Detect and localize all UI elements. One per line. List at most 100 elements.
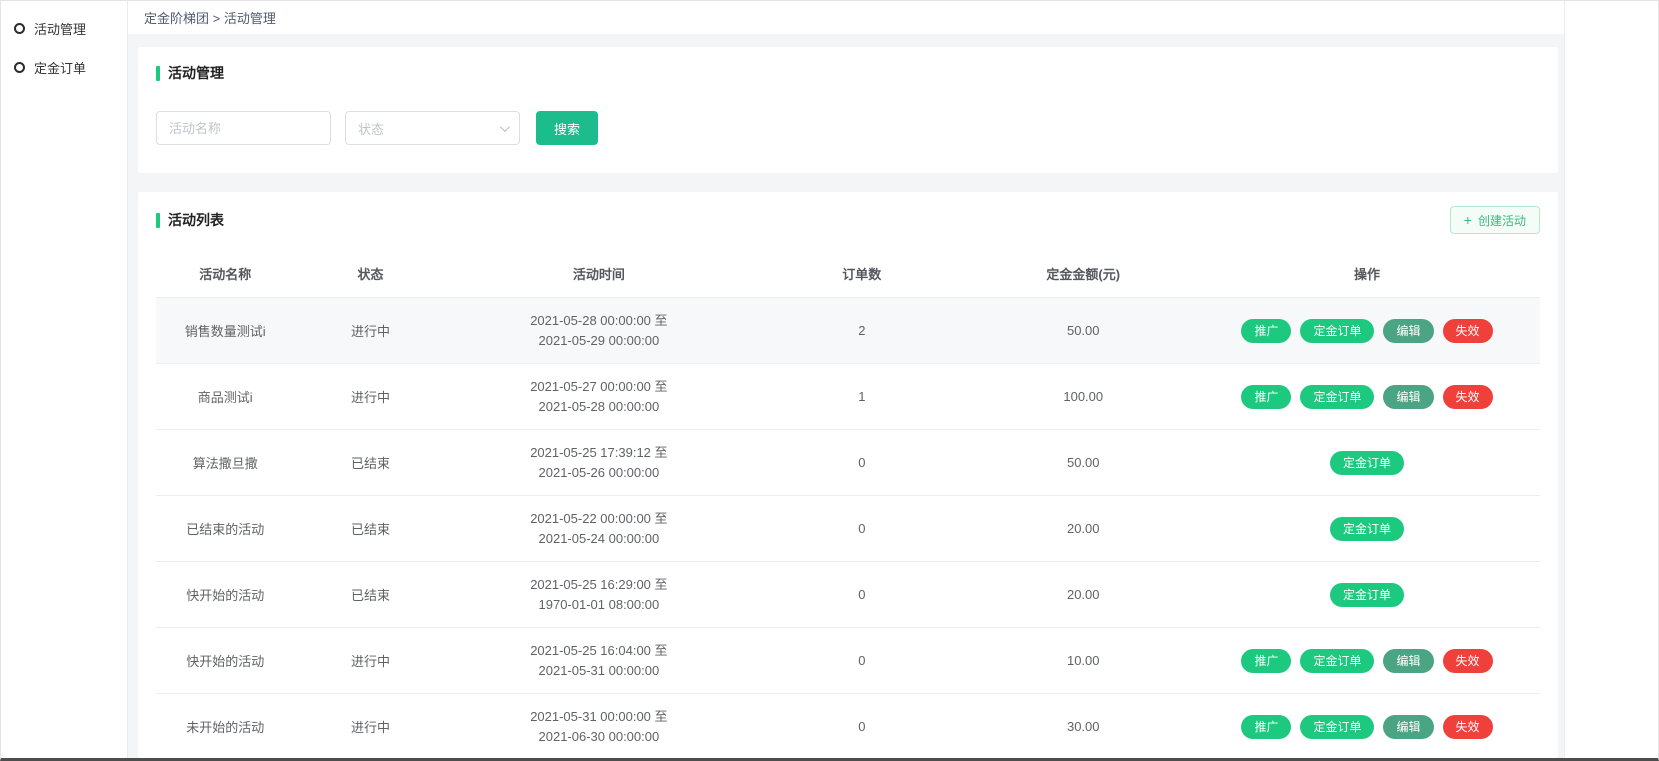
activity-time-end: 2021-05-24 00:00:00	[538, 530, 660, 546]
status-select-placeholder: 状态	[358, 121, 385, 137]
status-select[interactable]: 状态	[345, 111, 520, 145]
activity-status-cell: 进行中	[294, 363, 447, 430]
actions-cell: 推广 定金订单 编辑 失效	[1193, 297, 1540, 364]
edit-button[interactable]: 编辑	[1383, 318, 1434, 343]
order-count-cell: 0	[751, 561, 973, 628]
order-count-cell: 0	[751, 693, 973, 758]
actions-group: 定金订单	[1198, 516, 1536, 541]
deposit-order-button[interactable]: 定金订单	[1300, 318, 1375, 343]
chevron-down-icon	[499, 121, 510, 132]
table-row: 算法撒旦撒 已结束 2021-05-25 17:39:12 至 2021-05-…	[156, 429, 1540, 496]
actions-group: 推广 定金订单 编辑 失效	[1198, 714, 1536, 739]
sidebar: 活动管理 定金订单	[1, 1, 128, 758]
sidebar-item-label: 定金订单	[34, 61, 87, 76]
activity-time-end: 2021-05-29 00:00:00	[538, 332, 660, 348]
sidebar-item-label: 活动管理	[34, 22, 87, 37]
activity-name-cell: 销售数量测试i	[156, 297, 295, 364]
activity-status-cell: 进行中	[294, 693, 447, 758]
promote-button[interactable]: 推广	[1241, 648, 1292, 673]
sidebar-item-activity-management[interactable]: 活动管理	[1, 9, 127, 48]
list-panel-title: 活动列表	[156, 210, 224, 230]
deposit-order-button[interactable]: 定金订单	[1300, 714, 1375, 739]
col-header-amount: 定金金额(元)	[1046, 267, 1121, 282]
activity-time-end: 1970-01-01 08:00:00	[538, 596, 660, 612]
deposit-order-button[interactable]: 定金订单	[1329, 450, 1404, 475]
col-header-time: 活动时间	[572, 267, 625, 282]
activity-name-cell: 商品测试i	[156, 363, 295, 430]
col-header-status: 状态	[357, 267, 384, 282]
order-count-cell: 0	[751, 495, 973, 562]
table-row: 快开始的活动 进行中 2021-05-25 16:04:00 至 2021-05…	[156, 627, 1540, 694]
create-activity-label: 创建活动	[1477, 213, 1526, 228]
activity-time-cell: 2021-05-31 00:00:00 至 2021-06-30 00:00:0…	[446, 693, 752, 758]
activity-status-cell: 进行中	[294, 627, 447, 694]
actions-group: 推广 定金订单 编辑 失效	[1198, 384, 1536, 409]
col-header-orders: 订单数	[842, 267, 882, 282]
edit-button[interactable]: 编辑	[1383, 384, 1434, 409]
deposit-amount-cell: 20.00	[972, 495, 1194, 562]
actions-group: 定金订单	[1198, 582, 1536, 607]
table-row: 快开始的活动 已结束 2021-05-25 16:29:00 至 1970-01…	[156, 561, 1540, 628]
deposit-order-button[interactable]: 定金订单	[1329, 582, 1404, 607]
actions-cell: 定金订单	[1193, 429, 1540, 496]
activity-time-start: 2021-05-22 00:00:00 至	[530, 510, 668, 526]
activity-name-input[interactable]	[156, 111, 331, 145]
sidebar-item-deposit-orders[interactable]: 定金订单	[1, 48, 127, 87]
activity-table-head: 活动名称 状态 活动时间 订单数 定金金额(元) 操作	[156, 252, 1540, 298]
activity-name-cell: 快开始的活动	[156, 627, 295, 694]
activity-time-end: 2021-05-28 00:00:00	[538, 398, 660, 414]
actions-cell: 定金订单	[1193, 561, 1540, 628]
search-panel-title: 活动管理	[156, 63, 1540, 83]
breadcrumb[interactable]: 定金阶梯团 > 活动管理	[144, 11, 276, 26]
promote-button[interactable]: 推广	[1241, 714, 1292, 739]
activity-time-end: 2021-05-26 00:00:00	[538, 464, 660, 480]
col-header-actions: 操作	[1353, 267, 1380, 282]
invalidate-button[interactable]: 失效	[1442, 714, 1493, 739]
title-accent-bar	[156, 65, 160, 81]
promote-button[interactable]: 推广	[1241, 384, 1292, 409]
activity-time-cell: 2021-05-25 16:04:00 至 2021-05-31 00:00:0…	[446, 627, 752, 694]
invalidate-button[interactable]: 失效	[1442, 384, 1493, 409]
activity-status-cell: 已结束	[294, 561, 447, 628]
activity-status-cell: 已结束	[294, 429, 447, 496]
table-row: 未开始的活动 进行中 2021-05-31 00:00:00 至 2021-06…	[156, 693, 1540, 758]
activity-time-cell: 2021-05-27 00:00:00 至 2021-05-28 00:00:0…	[446, 363, 752, 430]
promote-button[interactable]: 推广	[1241, 318, 1292, 343]
invalidate-button[interactable]: 失效	[1442, 648, 1493, 673]
activity-time-start: 2021-05-27 00:00:00 至	[530, 378, 668, 394]
search-button[interactable]: 搜索	[536, 111, 599, 145]
deposit-amount-cell: 50.00	[972, 297, 1194, 364]
create-activity-button[interactable]: + 创建活动	[1449, 206, 1540, 234]
edit-button[interactable]: 编辑	[1383, 648, 1434, 673]
activity-time-start: 2021-05-25 16:04:00 至	[530, 642, 668, 658]
table-row: 销售数量测试i 进行中 2021-05-28 00:00:00 至 2021-0…	[156, 297, 1540, 364]
deposit-amount-cell: 50.00	[972, 429, 1194, 496]
activity-table-body: 销售数量测试i 进行中 2021-05-28 00:00:00 至 2021-0…	[156, 297, 1540, 758]
deposit-order-button[interactable]: 定金订单	[1300, 648, 1375, 673]
activity-time-start: 2021-05-25 17:39:12 至	[530, 444, 668, 460]
deposit-order-button[interactable]: 定金订单	[1300, 384, 1375, 409]
list-header: 活动列表 + 创建活动	[156, 206, 1540, 234]
activity-time-cell: 2021-05-25 17:39:12 至 2021-05-26 00:00:0…	[446, 429, 752, 496]
activity-status-cell: 进行中	[294, 297, 447, 364]
list-title: 活动列表	[168, 212, 224, 228]
activity-time-start: 2021-05-31 00:00:00 至	[530, 708, 668, 724]
circle-bullet-icon	[14, 23, 25, 34]
edit-button[interactable]: 编辑	[1383, 714, 1434, 739]
page-title: 活动管理	[168, 65, 224, 81]
title-accent-bar	[156, 212, 160, 228]
table-row: 已结束的活动 已结束 2021-05-22 00:00:00 至 2021-05…	[156, 495, 1540, 562]
invalidate-button[interactable]: 失效	[1442, 318, 1493, 343]
order-count-cell: 0	[751, 627, 973, 694]
order-count-cell: 0	[751, 429, 973, 496]
deposit-order-button[interactable]: 定金订单	[1329, 516, 1404, 541]
actions-cell: 推广 定金订单 编辑 失效	[1193, 693, 1540, 758]
activity-time-end: 2021-06-30 00:00:00	[538, 728, 660, 744]
plus-icon: +	[1463, 212, 1472, 228]
order-count-cell: 2	[751, 297, 973, 364]
activity-time-cell: 2021-05-22 00:00:00 至 2021-05-24 00:00:0…	[446, 495, 752, 562]
activity-table: 活动名称 状态 活动时间 订单数 定金金额(元) 操作 销售数量测试i 进行中 …	[156, 252, 1540, 758]
actions-group: 定金订单	[1198, 450, 1536, 475]
deposit-amount-cell: 20.00	[972, 561, 1194, 628]
